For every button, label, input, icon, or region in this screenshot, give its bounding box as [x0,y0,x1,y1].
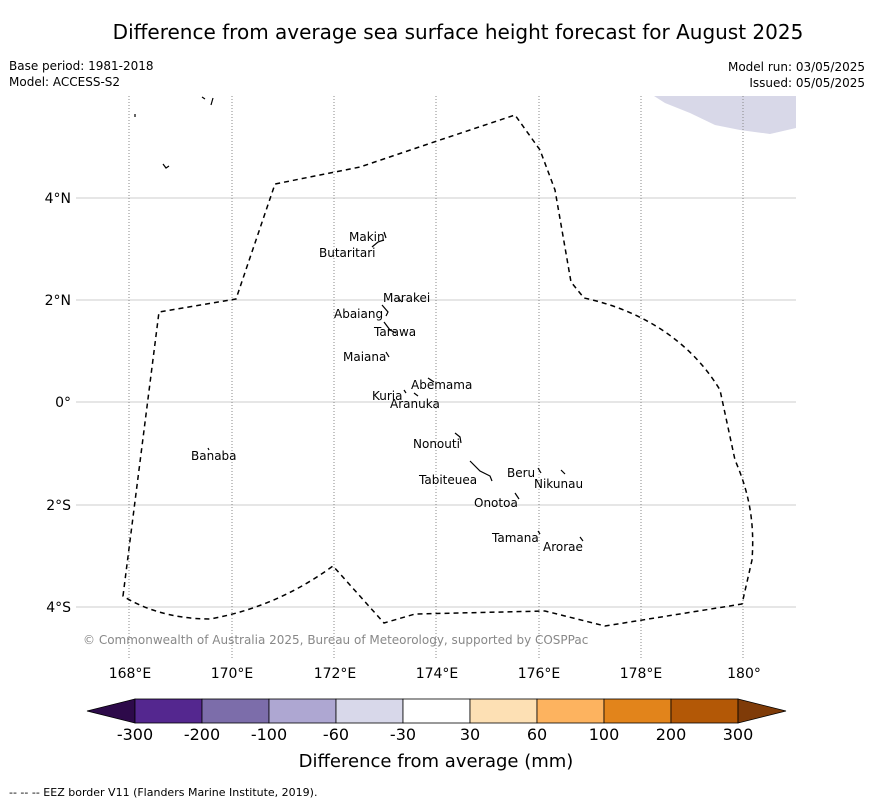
colorbar-tick: 30 [460,725,480,744]
place-labels: Makin Butaritari Marakei Abaiang Tarawa … [191,230,583,554]
colorbar-bin [268,698,337,724]
lat-tick: 0° [55,395,71,411]
label-abemama: Abemama [411,378,472,392]
label-onotoa: Onotoa [474,496,518,510]
issued-date: Issued: 05/05/2025 [749,76,865,90]
colorbar-tick: -100 [251,725,287,744]
lat-tick: 4°S [46,600,71,616]
colorbar-bin [402,698,471,724]
island-arorae [579,536,584,542]
map-panel: Makin Butaritari Marakei Abaiang Tarawa … [76,96,796,660]
lat-tick: 4°N [45,191,71,207]
meta-right: Model run: 03/05/2025 Issued: 05/05/2025 [728,59,865,91]
colorbar-ticks: -300 -200 -100 -60 -30 30 60 100 200 300 [117,725,753,744]
map-title: Difference from average sea surface heig… [112,20,804,44]
anomaly-patch [654,96,796,134]
colorbar-bin [536,698,605,724]
colorbar-tick: -200 [184,725,220,744]
colorbar-bin [603,698,672,724]
label-marakei: Marakei [383,291,430,305]
lon-tick: 176°E [518,666,561,682]
islands [134,96,584,542]
colorbar-bin [670,698,739,724]
colorbar-extend-high [737,698,787,724]
island-makin [383,231,387,239]
island-nonouti [454,432,462,444]
label-tabiteuea: Tabiteuea [418,473,477,487]
island-tarawa [383,321,397,334]
island-maiana [385,351,390,358]
island-onotoa [514,492,520,500]
lon-tick: 180° [727,666,761,682]
lon-tick: 174°E [416,666,459,682]
colorbar-extend-low [86,698,136,724]
island-abemama [427,377,435,383]
island-nw-2 [201,96,214,106]
label-butaritari: Butaritari [319,246,376,260]
lon-tick-labels: 168°E 170°E 172°E 174°E 176°E 178°E 180° [109,666,761,682]
island-kuria [403,389,407,394]
label-nonouti: Nonouti [413,437,460,451]
island-butaritari [371,239,385,248]
island-abaiang [381,304,389,317]
lon-tick: 178°E [620,666,663,682]
model-run: Model run: 03/05/2025 [727,60,865,74]
colorbar-bin [469,698,538,724]
colorbar-tick: 100 [589,725,620,744]
label-nikunau: Nikunau [534,477,583,491]
colorbar-tick: -300 [117,725,153,744]
colorbar-tick: -60 [323,725,349,744]
colorbar-tick: -30 [390,725,416,744]
lon-tick: 168°E [109,666,152,682]
label-maiana: Maiana [343,350,386,364]
label-tamana: Tamana [491,531,539,545]
meta-left: Base period: 1981-2018 Model: ACCESS-S2 [9,58,154,90]
colorbar-label: Difference from average (mm) [299,751,574,772]
colorbar-tick: 200 [656,725,687,744]
colorbar-bin [134,698,203,724]
lon-tick: 170°E [211,666,254,682]
colorbar-tick: 60 [527,725,547,744]
island-aranuka [413,392,419,397]
lat-tick: 2°S [46,498,71,514]
colorbar-bin [201,698,270,724]
copyright-notice: © Commonwealth of Australia 2025, Bureau… [83,633,588,647]
island-tabiteuea [469,460,493,482]
eez-border [122,114,754,627]
island-banaba [207,447,210,451]
island-nikunau [560,469,566,475]
label-arorae: Arorae [543,540,583,554]
lat-tick-labels: 4°N 2°N 0° 2°S 4°S [45,191,72,616]
model-name: Model: ACCESS-S2 [9,75,121,89]
lat-tick: 2°N [45,293,71,309]
colorbar-tick: 300 [723,725,754,744]
label-tarawa: Tarawa [373,325,416,339]
label-beru: Beru [507,466,535,480]
lon-tick: 172°E [314,666,357,682]
label-kuria: Kuria [372,389,403,403]
base-period: Base period: 1981-2018 [9,59,154,73]
label-banaba: Banaba [191,449,237,463]
island-tamana [537,530,541,535]
island-marakei [397,297,403,303]
island-beru [537,467,542,474]
label-abaiang: Abaiang [334,307,383,321]
label-makin: Makin [349,230,385,244]
colorbar-bin [335,698,404,724]
label-aranuka: Aranuka [390,397,440,411]
island-nw-3 [162,163,170,169]
colorbar [86,698,787,724]
eez-footnote: -- -- -- EEZ border V11 (Flanders Marine… [9,786,318,799]
